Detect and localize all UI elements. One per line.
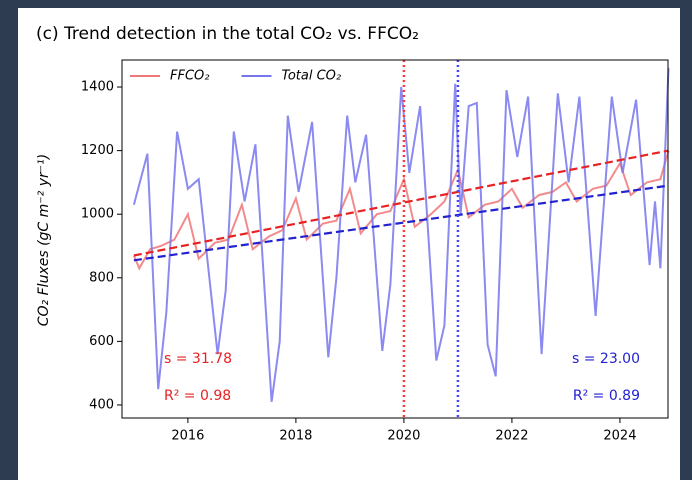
- legend-label: FFCO₂: [170, 69, 209, 84]
- y-axis-label: CO₂ Fluxes (gC m⁻² yr⁻¹): [36, 154, 52, 326]
- series-line: [132, 150, 670, 271]
- legend-label: Total CO₂: [281, 69, 341, 84]
- panel: [18, 8, 680, 480]
- x-tick-label: 2024: [603, 429, 636, 444]
- y-tick-label: 1000: [81, 207, 114, 222]
- trend-line: [133, 184, 669, 262]
- annotation: R² = 0.89: [573, 388, 640, 404]
- trend-line: [133, 149, 669, 257]
- series-line: [132, 67, 670, 402]
- y-tick-label: 600: [89, 334, 114, 349]
- y-tick-label: 1200: [81, 143, 114, 158]
- axes-frame: [121, 59, 669, 419]
- x-tick-label: 2020: [387, 429, 420, 444]
- x-tick-label: 2022: [495, 429, 528, 444]
- annotation: R² = 0.98: [164, 388, 231, 404]
- x-tick-label: 2018: [279, 429, 312, 444]
- chart-title: (c) Trend detection in the total CO₂ vs.…: [36, 24, 419, 44]
- annotation: s = 23.00: [572, 351, 640, 367]
- annotation: s = 31.78: [164, 351, 232, 367]
- y-tick-label: 1400: [81, 80, 114, 95]
- x-tick-label: 2016: [171, 429, 204, 444]
- y-tick-label: 800: [89, 270, 114, 285]
- y-tick-label: 400: [89, 397, 114, 412]
